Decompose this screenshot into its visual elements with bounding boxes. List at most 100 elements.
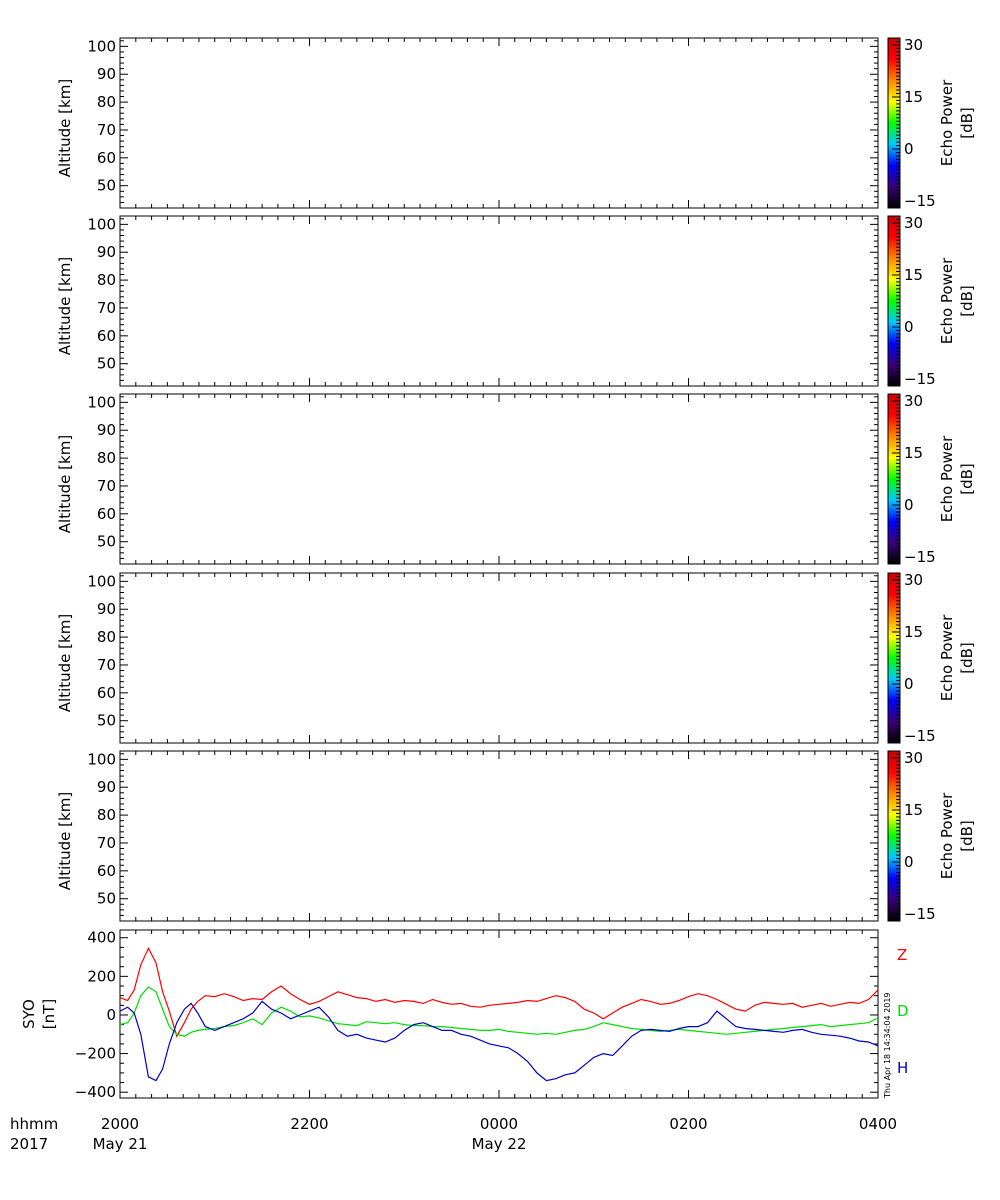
colorbar-tick-label: 0 xyxy=(904,853,914,871)
colorbar-unit: [dB] xyxy=(958,285,976,317)
colorbar-tick-label: 0 xyxy=(904,675,914,693)
y-tick-label: 200 xyxy=(87,967,116,985)
colorbar: −15 0 15 30 Echo Power [dB] xyxy=(887,214,976,388)
y-tick-label: 70 xyxy=(97,299,116,317)
colorbar-tick-label: 15 xyxy=(904,88,923,106)
colorbar-tick-label: −15 xyxy=(904,727,936,745)
plot-frame xyxy=(119,393,879,565)
colorbar-label: Echo Power xyxy=(938,792,956,879)
colorbar-gradient xyxy=(887,572,901,744)
x-tick-label: 0000 xyxy=(480,1115,518,1133)
radar-panel-2: 50 60 70 80 90 100 Altitude [km] −15 0 15 30 Echo P… xyxy=(56,214,976,388)
y-axis-unit: [nT] xyxy=(40,999,58,1029)
colorbar-unit: [dB] xyxy=(958,820,976,852)
y-tick-label: 60 xyxy=(97,505,116,523)
colorbar-unit: [dB] xyxy=(958,463,976,495)
colorbar-tick-label: 0 xyxy=(904,140,914,158)
y-tick-label: 100 xyxy=(87,393,116,411)
colorbar-tick-label: 30 xyxy=(904,571,923,589)
timestamp: Thu Apr 18 14:34:04 2019 xyxy=(883,992,892,1099)
y-tick-label: 90 xyxy=(97,778,116,796)
y-tick-label: 100 xyxy=(87,37,116,55)
y-tick-label: 80 xyxy=(97,449,116,467)
colorbar-unit: [dB] xyxy=(958,642,976,674)
y-tick-label: 90 xyxy=(97,65,116,83)
colorbar-tick-label: 15 xyxy=(904,444,923,462)
colorbar-tick-label: 30 xyxy=(904,749,923,767)
time-axis: hhmm 2017 2000 May 21 2200 0000 May 22 0200 0400 xyxy=(10,1115,897,1153)
y-tick-label: 90 xyxy=(97,600,116,618)
colorbar-tick-label: −15 xyxy=(904,192,936,210)
radar-panel-1: 50 60 70 80 90 100 Altitude [km] −15 0 15 30 Echo P… xyxy=(56,36,976,210)
radar-panel-5: 50 60 70 80 90 100 Altitude [km] −15 0 15 30 Echo P… xyxy=(56,749,976,923)
y-tick-label: 60 xyxy=(97,327,116,345)
series-label-h: H xyxy=(897,1059,908,1077)
colorbar-tick-label: 30 xyxy=(904,214,923,232)
y-tick-label: 90 xyxy=(97,421,116,439)
colorbar-tick-label: −15 xyxy=(904,548,936,566)
y-tick-label: 50 xyxy=(97,533,116,551)
colorbar-tick-label: 0 xyxy=(904,318,914,336)
y-axis-label: Altitude [km] xyxy=(56,79,74,177)
y-tick-label: 50 xyxy=(97,177,116,195)
y-tick-label: 60 xyxy=(97,862,116,880)
y-tick-label: 70 xyxy=(97,834,116,852)
plot-frame xyxy=(119,929,879,1099)
colorbar: −15 0 15 30 Echo Power [dB] xyxy=(887,392,976,566)
x-tick-label: 2200 xyxy=(290,1115,328,1133)
x-tick-label: 2000 xyxy=(101,1115,139,1133)
y-tick-label: 60 xyxy=(97,149,116,167)
series-label-d: D xyxy=(897,1002,909,1020)
plot-frame xyxy=(119,37,879,209)
y-axis-label: Altitude [km] xyxy=(56,257,74,355)
colorbar-gradient xyxy=(887,750,901,922)
colorbar-unit: [dB] xyxy=(958,107,976,139)
y-axis-label: Altitude [km] xyxy=(56,435,74,533)
magnetometer-panel: −400 −200 0 200 400 SYO [nT] Z D H Thu Apr 18 14:3… xyxy=(20,929,909,1101)
y-tick-label: 70 xyxy=(97,121,116,139)
y-tick-label: 50 xyxy=(97,712,116,730)
y-tick-label: 70 xyxy=(97,477,116,495)
radar-panel-4: 50 60 70 80 90 100 Altitude [km] −15 0 15 30 Echo P… xyxy=(56,571,976,745)
y-tick-label: 80 xyxy=(97,93,116,111)
colorbar-tick-label: 15 xyxy=(904,266,923,284)
colorbar-tick-label: 0 xyxy=(904,496,914,514)
x-tick-label: 0200 xyxy=(669,1115,707,1133)
series-label-z: Z xyxy=(897,946,907,964)
y-tick-label: −200 xyxy=(75,1045,116,1063)
colorbar-gradient xyxy=(887,393,901,565)
y-tick-label: 0 xyxy=(106,1006,116,1024)
series-line-h xyxy=(119,1000,879,1082)
y-axis-label: Altitude [km] xyxy=(56,792,74,890)
colorbar-tick-label: 15 xyxy=(904,623,923,641)
y-axis-label: Altitude [km] xyxy=(56,614,74,712)
y-axis-label: SYO xyxy=(20,999,38,1029)
y-tick-label: 90 xyxy=(97,243,116,261)
y-tick-label: 100 xyxy=(87,572,116,590)
axis-row-label-time: hhmm xyxy=(10,1115,58,1133)
y-tick-label: 80 xyxy=(97,628,116,646)
plot-frame xyxy=(119,215,879,387)
radar-panels: 50 60 70 80 90 100 Altitude [km] −15 0 15 30 Echo P… xyxy=(56,36,976,923)
x-date-label: May 21 xyxy=(93,1135,148,1153)
x-tick-label: 0400 xyxy=(859,1115,897,1133)
y-tick-label: 80 xyxy=(97,271,116,289)
y-tick-label: 400 xyxy=(87,929,116,947)
colorbar-label: Echo Power xyxy=(938,257,956,344)
y-tick-label: −400 xyxy=(75,1083,116,1101)
y-tick-label: 60 xyxy=(97,684,116,702)
colorbar-label: Echo Power xyxy=(938,79,956,166)
axis-row-label-year: 2017 xyxy=(10,1135,48,1153)
y-tick-label: 50 xyxy=(97,355,116,373)
y-tick-label: 100 xyxy=(87,215,116,233)
colorbar: −15 0 15 30 Echo Power [dB] xyxy=(887,749,976,923)
colorbar: −15 0 15 30 Echo Power [dB] xyxy=(887,36,976,210)
colorbar-tick-label: 30 xyxy=(904,36,923,54)
colorbar-tick-label: −15 xyxy=(904,370,936,388)
colorbar-gradient xyxy=(887,215,901,387)
colorbar-tick-label: −15 xyxy=(904,905,936,923)
plot-frame xyxy=(119,572,879,744)
plot-frame xyxy=(119,750,879,922)
colorbar-label: Echo Power xyxy=(938,435,956,522)
